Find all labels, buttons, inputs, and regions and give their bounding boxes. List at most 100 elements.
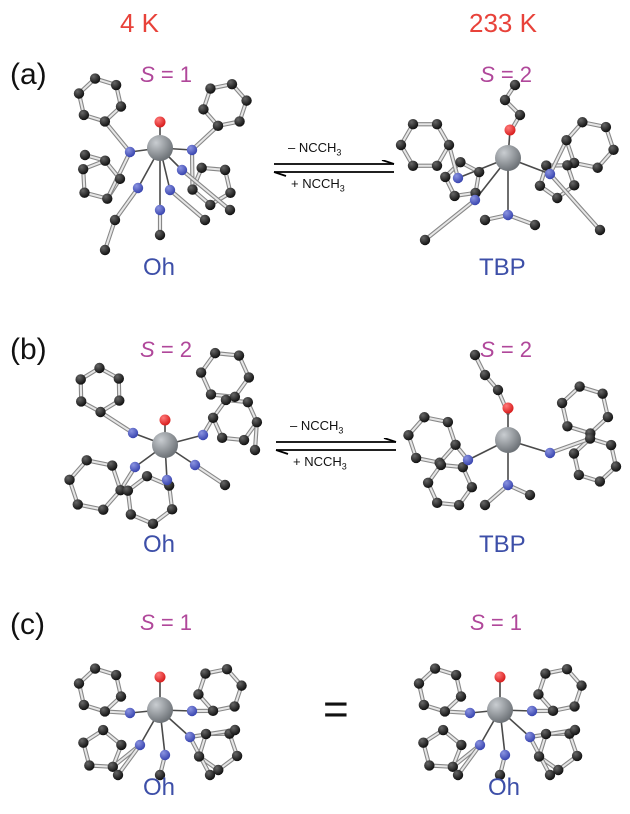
carbon-atom (577, 117, 588, 128)
carbon-atom (435, 459, 447, 471)
carbon-atom (72, 499, 83, 510)
carbon-atom (238, 434, 250, 446)
carbon-atom (107, 761, 119, 773)
carbon-atom (116, 739, 127, 751)
carbon-atom (479, 214, 491, 226)
carbon-atom (429, 663, 441, 674)
nitrogen-atom (132, 182, 144, 194)
nitrogen-atom (164, 184, 176, 196)
carbon-atom (540, 728, 552, 740)
carbon-atom (204, 769, 216, 781)
carbon-atom (569, 701, 580, 712)
bond-highlight (99, 410, 134, 434)
carbon-atom (196, 162, 207, 174)
carbon-atom (243, 372, 255, 383)
carbon-atom (199, 214, 211, 226)
carbon-atom (73, 678, 85, 689)
carbon-atom (568, 180, 580, 191)
carbon-atom (205, 389, 217, 400)
carbon-atom (209, 347, 221, 359)
carbon-atom (95, 406, 106, 418)
oxygen-atom (154, 116, 166, 128)
carbon-atom (122, 485, 134, 496)
oxygen-atom (159, 414, 171, 426)
carbon-atom (220, 394, 232, 406)
nitrogen-atom (176, 164, 188, 176)
carbon-atom (102, 193, 113, 204)
carbon-atom (552, 192, 563, 204)
carbon-atom (509, 79, 521, 91)
carbon-atom (431, 160, 443, 171)
carbon-atom (241, 95, 252, 106)
iron-atom (495, 145, 521, 171)
carbon-atom (440, 171, 451, 183)
carbon-atom (492, 384, 504, 396)
carbon-atom (418, 699, 430, 711)
carbon-atom (212, 120, 224, 132)
carbon-atom (597, 388, 608, 399)
temperature-low: 4 K (120, 8, 160, 38)
molecule-c-right (413, 663, 587, 781)
spin-state-c-left: S = 1 (140, 610, 193, 635)
carbon-atom (219, 479, 231, 491)
nitrogen-atom (197, 429, 209, 441)
spin-state-c-right: S = 1 (470, 610, 523, 635)
carbon-atom (233, 350, 245, 361)
carbon-atom (499, 94, 511, 106)
nitrogen-atom (544, 447, 556, 459)
carbon-atom (540, 668, 551, 679)
carbon-atom (450, 669, 462, 681)
bond-highlight (181, 169, 231, 211)
oxygen-atom (504, 124, 516, 136)
carbon-atom (113, 373, 124, 384)
carbon-atom (78, 737, 89, 748)
carbon-atom (544, 769, 556, 781)
carbon-atom (154, 769, 166, 781)
molecule-b-right (403, 349, 622, 511)
carbon-atom (479, 369, 491, 381)
bond-highlight (549, 139, 568, 175)
carbon-atom (605, 439, 617, 451)
nitrogen-atom (154, 204, 166, 216)
carbon-atom (442, 416, 454, 428)
equilibrium-forward-label-b: – NCCH3 (290, 418, 344, 436)
carbon-atom (109, 214, 121, 226)
carbon-atom (205, 199, 216, 211)
carbon-atom (594, 224, 606, 236)
carbon-atom (466, 481, 478, 493)
carbon-atom (574, 381, 585, 392)
carbon-atom (592, 162, 603, 173)
carbon-atom (561, 663, 573, 675)
bond-highlight (424, 199, 476, 241)
carbon-atom (561, 135, 572, 146)
carbon-atom (419, 234, 431, 246)
carbon-atom (403, 430, 414, 441)
carbon-atom (608, 144, 619, 155)
carbon-atom (76, 396, 87, 407)
carbon-atom (569, 724, 581, 736)
carbon-atom (419, 412, 430, 423)
carbon-atom (193, 751, 205, 762)
geometry-label-b-right: TBP (479, 531, 526, 558)
carbon-atom (99, 244, 111, 256)
carbon-atom (395, 139, 407, 151)
carbon-atom (249, 444, 261, 456)
nitrogen-atom (124, 707, 136, 719)
carbon-atom (437, 724, 449, 736)
carbon-atom (99, 155, 111, 166)
carbon-atom (452, 769, 464, 781)
carbon-atom (200, 668, 211, 679)
nitrogen-atom (452, 172, 464, 184)
panel-label-b: (b) (10, 333, 47, 366)
nitrogen-atom (524, 731, 536, 743)
carbon-atom (410, 452, 422, 464)
molecule-a-left (73, 73, 252, 256)
panel-label-a: (a) (10, 58, 47, 91)
carbon-atom (79, 149, 91, 161)
carbon-atom (533, 751, 545, 762)
equilibrium-forward-label-a: – NCCH3 (288, 140, 342, 158)
carbon-atom (114, 173, 126, 185)
carbon-atom (524, 489, 536, 501)
bond-highlight (194, 464, 226, 486)
carbon-atom (413, 678, 425, 689)
